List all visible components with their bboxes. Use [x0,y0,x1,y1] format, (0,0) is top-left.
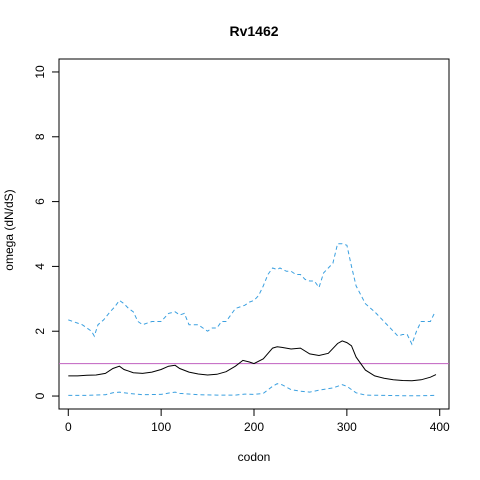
x-tick-label: 300 [337,420,357,434]
y-tick-label: 2 [33,328,47,335]
y-tick-label: 10 [33,65,47,79]
plot-frame [58,58,450,410]
x-tick-label: 400 [430,420,450,434]
lower-interval-line [68,383,437,397]
upper-interval-line [68,243,436,346]
y-tick-label: 6 [33,198,47,205]
y-tick-label: 8 [33,133,47,140]
x-tick-label: 100 [151,420,171,434]
y-tick-label: 4 [33,263,47,270]
y-axis-label: omega (dN/dS) [2,189,16,270]
y-tick-label: 0 [33,392,47,399]
x-tick-label: 0 [65,420,72,434]
x-axis-label: codon [238,450,271,464]
omega-estimate-line [68,340,437,382]
x-tick-label: 200 [244,420,264,434]
chart-title: Rv1462 [229,23,278,39]
